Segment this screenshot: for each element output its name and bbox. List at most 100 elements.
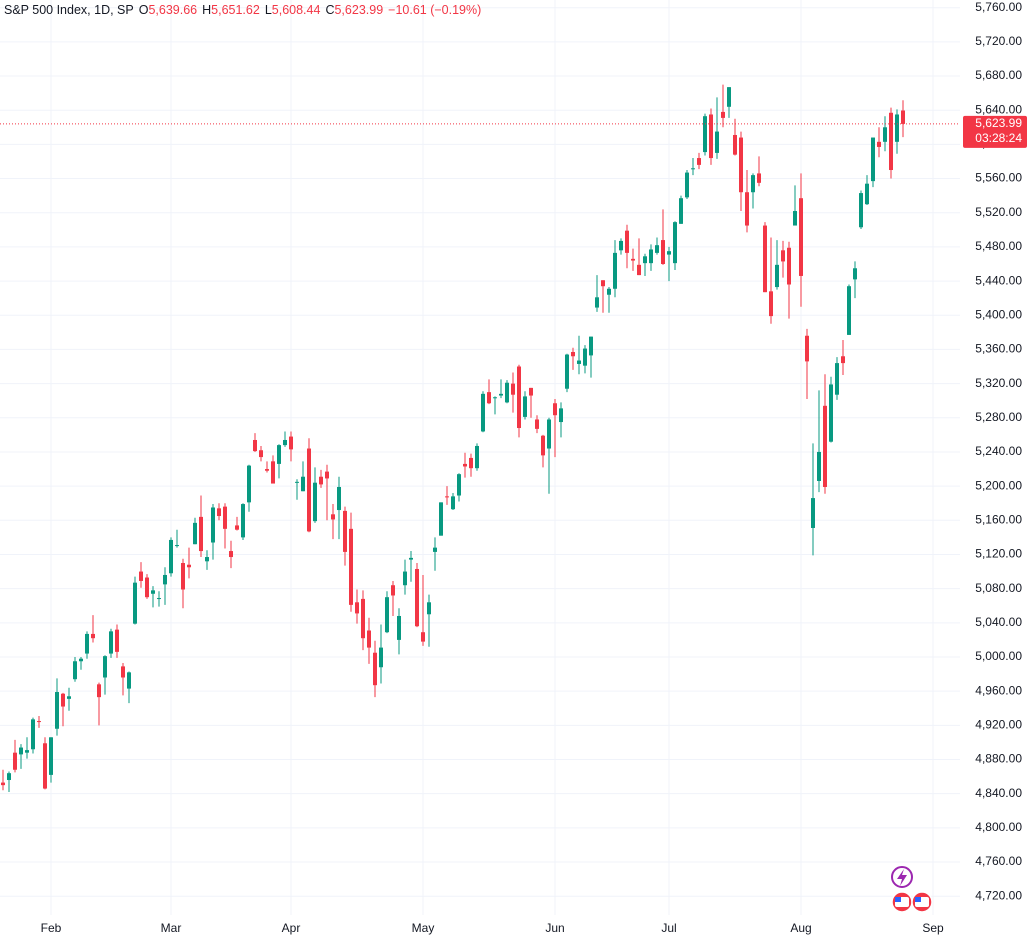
candle-body: [193, 522, 197, 545]
flag-glyph: [915, 897, 921, 902]
y-tick-label: 5,760.00: [975, 0, 1022, 14]
candle-body: [895, 114, 899, 142]
candle-body: [721, 111, 725, 118]
candle-body: [229, 551, 233, 558]
candle-body: [595, 297, 599, 308]
candle-body: [247, 465, 251, 503]
candle-body: [787, 247, 791, 285]
y-tick-label: 4,760.00: [975, 854, 1022, 868]
candle-body: [61, 693, 65, 707]
candle-body: [601, 280, 605, 287]
y-tick-label: 4,800.00: [975, 820, 1022, 834]
candle-body: [349, 528, 353, 605]
candle-body: [805, 335, 809, 362]
candle-body: [103, 656, 107, 678]
candle-body: [775, 264, 779, 288]
candle-body: [565, 354, 569, 389]
x-tick-label: Apr: [282, 921, 301, 935]
candle-body: [109, 631, 113, 654]
y-tick-label: 5,520.00: [975, 205, 1022, 219]
symbol: S&P 500 Index, 1D, SP: [4, 3, 134, 17]
close-value: 5,623.99: [334, 3, 384, 17]
candle-body: [559, 408, 563, 423]
countdown-label: 03:28:24: [975, 131, 1022, 145]
candle-body: [175, 545, 179, 547]
candle-body: [469, 457, 473, 469]
candle-body: [625, 230, 629, 253]
candle-body: [217, 508, 221, 517]
candle-body: [361, 598, 365, 639]
candle-body: [667, 251, 671, 255]
candle-body: [715, 131, 719, 153]
x-tick-label: Feb: [41, 921, 62, 935]
candle-body: [49, 737, 53, 775]
candle-body: [511, 383, 515, 395]
candle-body: [373, 652, 377, 686]
candle-body: [205, 557, 209, 562]
candle-body: [301, 476, 305, 492]
candle-body: [199, 516, 203, 552]
candle-body: [19, 747, 23, 755]
candle-body: [499, 393, 503, 396]
candle-body: [793, 211, 797, 226]
candle-body: [799, 198, 803, 276]
y-tick-label: 5,400.00: [975, 307, 1022, 321]
candle-body: [517, 366, 521, 429]
candle-body: [541, 435, 545, 456]
candle-body: [337, 486, 341, 511]
candle-body: [367, 630, 371, 648]
candle-body: [583, 348, 587, 366]
y-tick-label: 5,320.00: [975, 376, 1022, 390]
y-tick-label: 4,720.00: [975, 888, 1022, 902]
candle-body: [121, 666, 125, 678]
candle-body: [841, 356, 845, 364]
candle-body: [421, 632, 425, 642]
candle-body: [331, 514, 335, 520]
candle-body: [481, 393, 485, 432]
candle-body: [343, 510, 347, 552]
candle-body: [277, 445, 281, 464]
y-tick-label: 4,840.00: [975, 786, 1022, 800]
y-tick-label: 5,160.00: [975, 512, 1022, 526]
lightning-glyph: [897, 869, 907, 886]
candle-body: [877, 141, 881, 147]
candle-body: [829, 384, 833, 442]
candle-body: [505, 382, 509, 403]
candle-body: [157, 598, 161, 600]
open-label: O: [138, 3, 149, 17]
y-tick-label: 5,680.00: [975, 68, 1022, 82]
candle-body: [271, 461, 275, 484]
y-tick-label: 5,720.00: [975, 34, 1022, 48]
candle-body: [43, 743, 47, 789]
y-tick-label: 5,200.00: [975, 478, 1022, 492]
candle-body: [223, 506, 227, 529]
candle-body: [385, 597, 389, 633]
event-icons: [891, 866, 933, 913]
candle-body: [289, 436, 293, 450]
candle-body: [835, 363, 839, 395]
candle-body: [571, 351, 575, 357]
candle-body: [403, 571, 407, 586]
candle-body: [661, 240, 665, 264]
candle-body: [859, 193, 863, 228]
candle-body: [475, 445, 479, 469]
candle-body: [439, 502, 443, 536]
candle-body: [259, 450, 263, 458]
y-tick-label: 5,000.00: [975, 649, 1022, 663]
candle-body: [379, 647, 383, 668]
candle-body: [847, 286, 851, 335]
candle-body: [181, 563, 185, 590]
last-price-label: 5,623.99: [975, 116, 1022, 130]
candle-body: [493, 397, 497, 399]
candle-body: [355, 602, 359, 614]
candle-body: [745, 192, 749, 226]
candle-body: [253, 439, 257, 452]
y-tick-label: 5,120.00: [975, 547, 1022, 561]
candle-body: [589, 336, 593, 356]
candle-body: [871, 137, 875, 182]
candle-body: [133, 582, 137, 624]
candle-body: [31, 719, 35, 750]
candle-body: [739, 137, 743, 193]
open-value: 5,639.66: [148, 3, 198, 17]
y-tick-label: 5,080.00: [975, 581, 1022, 595]
